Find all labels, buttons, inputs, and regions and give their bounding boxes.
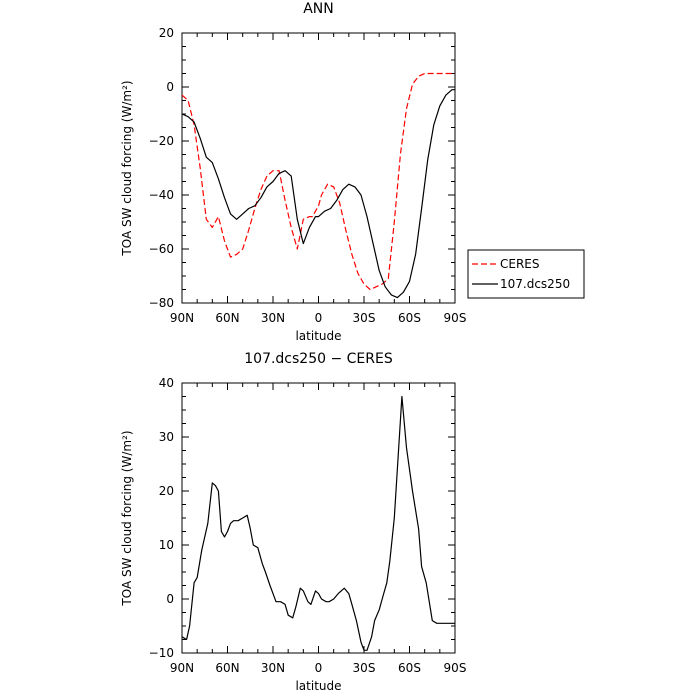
series-line-107-dcs250 <box>181 395 455 651</box>
x-tick-label: 30S <box>353 311 376 325</box>
series-line-ceres <box>181 72 455 291</box>
y-tick-label: −20 <box>149 134 174 148</box>
series-line-107-dcs250 <box>181 89 455 299</box>
y-axis-label: TOA SW cloud forcing (W/m²) <box>120 80 134 256</box>
chart-title: ANN <box>303 1 334 17</box>
x-tick-label: 0 <box>315 311 323 325</box>
x-tick-label: 90S <box>444 661 467 675</box>
y-tick-label: −10 <box>149 646 174 660</box>
legend: CERES 107.dcs250 <box>467 249 585 299</box>
x-tick-label: 30N <box>261 661 285 675</box>
x-tick-label: 60N <box>215 661 239 675</box>
x-tick-label: 60N <box>215 311 239 325</box>
y-tick-label: 10 <box>159 538 174 552</box>
y-axis-label: TOA SW cloud forcing (W/m²) <box>120 430 134 606</box>
x-tick-label: 0 <box>315 661 323 675</box>
y-tick-label: −80 <box>149 296 174 310</box>
y-tick-label: −60 <box>149 242 174 256</box>
x-axis-label: latitude <box>295 679 341 693</box>
y-tick-label: −40 <box>149 188 174 202</box>
chart-title: 107.dcs250 − CERES <box>244 351 393 367</box>
x-tick-label: 90S <box>444 311 467 325</box>
x-tick-label: 30N <box>261 311 285 325</box>
y-tick-label: 20 <box>159 484 174 498</box>
plot-frame <box>181 382 456 654</box>
panel-2: 107.dcs250 − CERES 90N 60N 30N 0 30S 60S 90S 40 3… <box>120 351 466 693</box>
x-tick-label: 60S <box>398 661 421 675</box>
y-tick-label: 30 <box>159 430 174 444</box>
x-tick-label: 60S <box>398 311 421 325</box>
x-axis-label: latitude <box>295 329 341 343</box>
y-tick-label: 0 <box>166 592 174 606</box>
x-tick-label: 30S <box>353 661 376 675</box>
y-tick-label: 0 <box>166 80 174 94</box>
x-tick-label: 90N <box>170 661 194 675</box>
x-tick-label: 90N <box>170 311 194 325</box>
legend-label: CERES <box>500 257 540 271</box>
panel-1: ANN 90N 60N 30N 0 30S 60S 90S 20 0 −20 −40 −60 −80 lat… <box>120 1 585 343</box>
legend-box <box>467 249 585 299</box>
y-tick-label: 20 <box>159 26 174 40</box>
legend-label: 107.dcs250 <box>500 277 570 291</box>
y-tick-label: 40 <box>159 376 174 390</box>
